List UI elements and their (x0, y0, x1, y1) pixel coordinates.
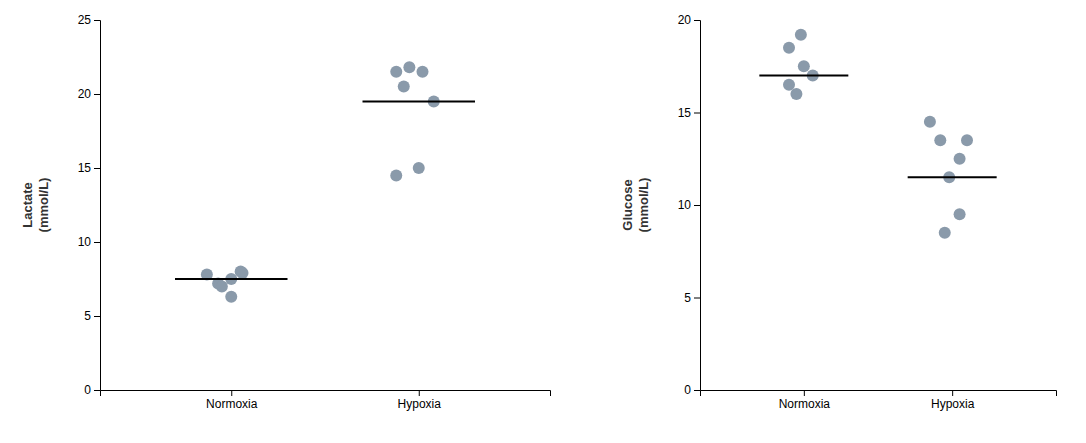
tick-mark (694, 113, 700, 114)
point (798, 60, 810, 72)
tick-mark (694, 298, 700, 299)
x-tick: Normoxia (206, 390, 258, 411)
y-axis-label-line: (mmol/L) (36, 178, 51, 233)
tick-label: 5 (684, 291, 691, 305)
point (413, 162, 425, 174)
tick-mark (804, 390, 805, 396)
tick-label: Normoxia (206, 397, 258, 411)
y-tick: 15 (78, 161, 100, 175)
y-tick: 10 (678, 198, 700, 212)
y-tick: 20 (78, 87, 100, 101)
tick-label: 25 (78, 13, 92, 27)
tick-mark (419, 390, 420, 396)
axis-line (701, 391, 1057, 397)
point (954, 153, 966, 165)
panel: Normoxia Hypoxia 0 5 10 15 20 25 Lactate(mmol/L) (20, 13, 550, 410)
y-tick: 15 (678, 106, 700, 120)
y-axis-label-line: Lactate (20, 182, 35, 228)
tick-label: 15 (78, 161, 92, 175)
axis-line (694, 21, 701, 391)
point (237, 267, 249, 279)
tick-mark (694, 20, 700, 21)
tick-label: Hypoxia (398, 397, 442, 411)
marks (759, 29, 996, 239)
tick-mark (94, 316, 100, 317)
y-axis-label-line: Glucose (620, 179, 635, 230)
series (175, 266, 288, 303)
y-tick: 5 (684, 291, 700, 305)
x-tick: Hypoxia (931, 390, 975, 411)
median-line (363, 100, 476, 102)
axis-line (101, 391, 551, 397)
y-axis: 0 5 10 15 20 25 (78, 13, 101, 397)
median-line (759, 75, 848, 77)
tick-label: 0 (84, 383, 91, 397)
y-axis-label-line: (mmol/L) (636, 178, 651, 233)
y-tick: 5 (84, 309, 100, 323)
point (390, 66, 402, 78)
tick-mark (94, 94, 100, 95)
tick-label: 15 (678, 106, 692, 120)
point (417, 66, 429, 78)
y-tick: 25 (78, 13, 100, 27)
tick-mark (694, 390, 700, 391)
tick-label: Normoxia (779, 397, 831, 411)
panel: Normoxia Hypoxia 0 5 10 15 20 Glucose(mmol/L) (620, 13, 1056, 410)
tick-mark (952, 390, 953, 396)
point (954, 208, 966, 220)
median-line (908, 176, 997, 178)
median-line (175, 278, 288, 280)
tick-label: 0 (684, 383, 691, 397)
axis-line (94, 21, 101, 391)
point (398, 81, 410, 93)
y-tick: 10 (78, 235, 100, 249)
y-axis-label: Glucose(mmol/L) (620, 178, 651, 233)
tick-label: Hypoxia (931, 397, 975, 411)
tick-label: 20 (678, 13, 692, 27)
point (924, 116, 936, 128)
y-tick: 0 (84, 383, 100, 397)
point (216, 280, 228, 292)
series (908, 116, 997, 239)
tick-label: 5 (84, 309, 91, 323)
y-tick: 20 (678, 13, 700, 27)
point (225, 291, 237, 303)
y-tick: 0 (684, 383, 700, 397)
tick-mark (94, 168, 100, 169)
y-axis: 0 5 10 15 20 (678, 13, 701, 397)
tick-label: 20 (78, 87, 92, 101)
series (363, 61, 476, 181)
x-tick: Normoxia (779, 390, 831, 411)
chart: NormoxiaHypoxia0510152025Lactate(mmol/L)… (0, 0, 1086, 443)
tick-mark (231, 390, 232, 396)
series (759, 29, 848, 100)
tick-label: 10 (678, 198, 692, 212)
point (403, 61, 415, 73)
tick-mark (94, 390, 100, 391)
point (390, 169, 402, 181)
point (783, 42, 795, 54)
point (961, 134, 973, 146)
tick-mark (694, 205, 700, 206)
y-axis-label: Lactate(mmol/L) (20, 178, 51, 233)
point (795, 29, 807, 41)
point (783, 79, 795, 91)
point (939, 227, 951, 239)
tick-mark (94, 20, 100, 21)
point (934, 134, 946, 146)
tick-mark (94, 242, 100, 243)
tick-label: 10 (78, 235, 92, 249)
x-tick: Hypoxia (398, 390, 442, 411)
x-axis: Normoxia Hypoxia (101, 390, 551, 411)
x-axis: Normoxia Hypoxia (701, 390, 1057, 411)
marks (175, 61, 475, 302)
